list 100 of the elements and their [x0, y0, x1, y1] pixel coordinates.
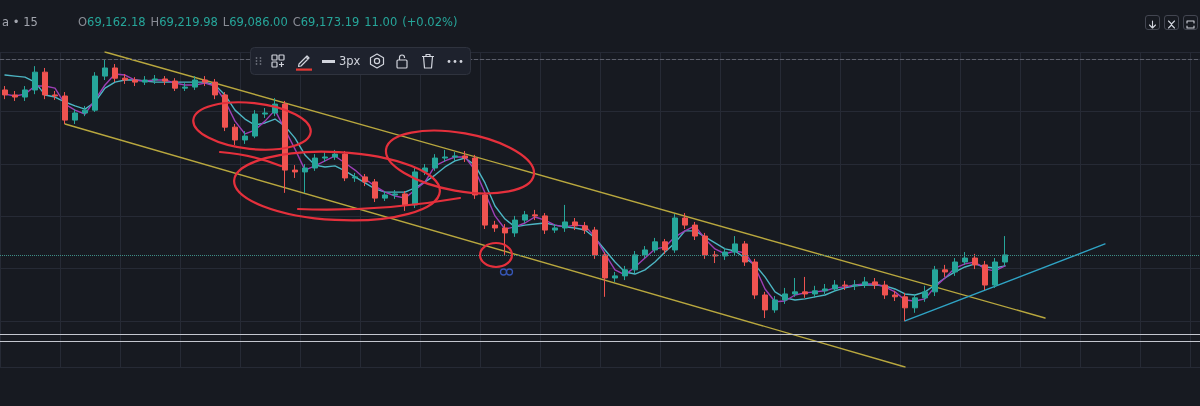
candlestick	[982, 260, 988, 291]
candlestick	[2, 85, 8, 100]
candlestick	[232, 123, 238, 146]
candlestick	[212, 78, 218, 100]
candlestick	[202, 75, 208, 87]
candlestick	[872, 277, 878, 290]
candlestick	[932, 265, 938, 297]
candlestick	[892, 290, 898, 302]
candlestick	[752, 258, 758, 300]
candlestick	[562, 204, 568, 233]
candlestick	[452, 151, 458, 162]
candlestick	[862, 276, 868, 289]
candlestick	[22, 85, 28, 102]
candlestick	[662, 238, 668, 255]
candlestick	[992, 257, 998, 289]
candlestick	[552, 223, 558, 234]
candlestick	[12, 90, 18, 102]
candlestick	[792, 277, 798, 298]
candlestick	[462, 150, 468, 163]
candlestick	[472, 154, 478, 200]
candlestick	[522, 210, 528, 224]
candlestick	[332, 149, 338, 161]
candlestick	[842, 280, 848, 291]
candlestick	[952, 257, 958, 277]
candlestick	[512, 215, 518, 238]
candlestick	[942, 264, 948, 278]
candlestick	[1002, 235, 1008, 267]
candlestick	[392, 189, 398, 200]
candlestick	[542, 212, 548, 235]
candlestick	[652, 237, 658, 254]
candlestick	[802, 276, 808, 299]
candlestick	[82, 105, 88, 117]
candlestick	[152, 74, 158, 85]
candlestick	[162, 75, 168, 86]
candlestick	[612, 271, 618, 283]
candlestick	[702, 232, 708, 260]
candlestick	[672, 213, 678, 254]
candlestick	[912, 293, 918, 314]
candlestick	[62, 91, 68, 125]
candlestick	[772, 295, 778, 314]
candlestick	[92, 71, 98, 113]
candlestick	[182, 82, 188, 92]
candlestick	[762, 291, 768, 319]
candlestick	[812, 285, 818, 299]
candlestick	[112, 63, 118, 83]
candlestick	[482, 191, 488, 230]
candlestick	[432, 153, 438, 172]
candlestick	[782, 287, 788, 305]
candlestick	[642, 245, 648, 259]
candlestick	[742, 240, 748, 267]
candlestick	[342, 150, 348, 182]
candlestick	[362, 173, 368, 187]
candlestick	[222, 91, 228, 132]
candlestick	[122, 73, 128, 85]
candlestick	[252, 109, 258, 139]
candlestick	[402, 190, 408, 212]
candlestick	[632, 250, 638, 274]
candlestick	[882, 280, 888, 300]
candlestick	[732, 235, 738, 257]
candlestick	[692, 221, 698, 241]
candlestick	[582, 221, 588, 235]
candlestick	[72, 108, 78, 125]
candlestick	[42, 67, 48, 100]
candlestick	[302, 163, 308, 194]
candlestick	[442, 149, 448, 163]
candlestick	[722, 247, 728, 261]
candlestick	[292, 164, 298, 179]
candlestick	[52, 90, 58, 101]
candlestick	[902, 292, 908, 322]
text: O69,162.18 H69,219.98 L69,086.00 C69,173.19 11.00 (+0.02%)	[78, 15, 458, 29]
candlestick	[962, 251, 968, 266]
candlestick	[922, 285, 928, 303]
candlestick	[592, 226, 598, 260]
candlestick	[372, 178, 378, 203]
candlestick	[682, 212, 688, 230]
candlestick	[102, 58, 108, 81]
candlestick	[192, 75, 198, 91]
candlestick	[242, 130, 248, 145]
candlestick	[972, 253, 978, 270]
candlestick	[492, 220, 498, 233]
annotation: 3px	[339, 54, 361, 68]
candlestick	[382, 190, 388, 202]
candlestick	[282, 100, 288, 194]
candlestick	[622, 265, 628, 281]
candlestick	[832, 279, 838, 293]
candlestick	[132, 76, 138, 87]
chart-title: a • 15	[2, 15, 38, 29]
candlestick	[262, 107, 268, 119]
candlestick	[572, 217, 578, 231]
candlestick	[502, 223, 508, 256]
candlestick	[352, 172, 358, 183]
candlestick	[172, 77, 178, 92]
candlestick	[312, 153, 318, 172]
candlestick	[602, 251, 608, 298]
candlestick	[322, 151, 328, 163]
candlestick	[852, 279, 858, 291]
candlestick	[142, 75, 148, 86]
candlestick	[822, 283, 828, 295]
candlestick	[32, 65, 38, 95]
candlestick	[532, 209, 538, 221]
